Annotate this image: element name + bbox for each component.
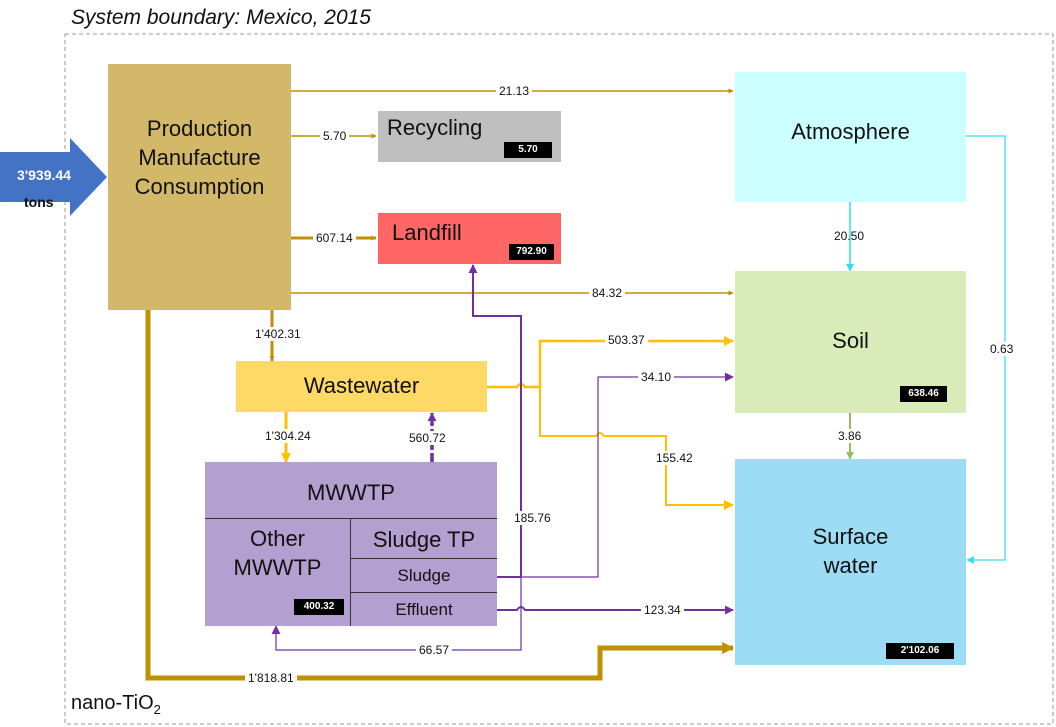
landfill-label: Landfill <box>392 220 462 245</box>
flow-sludge-landfill <box>468 264 522 578</box>
flow-label-wastewater-surface-water: 155.42 <box>653 451 696 465</box>
flow-label-mwwtp-wastewater: 560.72 <box>406 431 449 445</box>
sludge-label: Sludge <box>397 566 451 585</box>
sludge-tp-divider <box>351 558 497 559</box>
recycling-box: Recycling 5.70 <box>378 111 561 162</box>
other-mwwtp-label-1: Other <box>249 526 306 551</box>
soil-stock: 638.46 <box>900 386 947 402</box>
surface-water-label-2: water <box>823 553 878 578</box>
flow-label-prod-landfill: 607.14 <box>313 231 356 245</box>
input-unit: tons <box>24 194 54 210</box>
sludge-divider <box>351 592 497 593</box>
flow-label-sludge-soil: 34.10 <box>638 370 675 384</box>
soil-label: Soil <box>832 328 869 353</box>
flow-label-prod-atmosphere: 21.13 <box>496 84 533 98</box>
production-label-1: Production <box>146 116 253 141</box>
input-arrow-icon <box>0 138 107 216</box>
production-label-2: Manufacture <box>138 145 261 170</box>
flow-label-wastewater-mwwtp: 1'304.24 <box>262 429 314 443</box>
other-mwwtp-label-2: MWWTP <box>233 555 322 580</box>
soil-box: Soil 638.46 <box>735 271 966 413</box>
wastewater-box: Wastewater <box>236 361 487 412</box>
wastewater-label: Wastewater <box>303 373 420 398</box>
flow-label-wastewater-soil: 503.37 <box>605 333 648 347</box>
atmosphere-label: Atmosphere <box>791 119 910 144</box>
flow-label-effluent-surface-water: 123.34 <box>641 603 684 617</box>
mwwtp-stock: 400.32 <box>294 599 344 615</box>
material-base: nano-TiO <box>71 692 154 714</box>
mwwtp-vertical-divider <box>350 518 351 626</box>
flow-wastewater-surface-water <box>539 387 734 510</box>
mwwtp-box: MWWTP Other MWWTP 400.32 Sludge TP Sludg… <box>205 462 497 626</box>
surface-water-stock: 2'102.06 <box>886 643 954 659</box>
flow-sludge-other-mwwtp <box>271 577 522 651</box>
flow-wastewater-soil <box>487 336 734 389</box>
flow-label-prod-wastewater: 1'402.31 <box>252 327 304 341</box>
flow-label-sludge-landfill: 185.76 <box>511 511 554 525</box>
flow-label-prod-surface-water: 1'818.81 <box>245 671 297 685</box>
surface-water-box: Surface water 2'102.06 <box>735 459 966 665</box>
system-boundary-title: System boundary: Mexico, 2015 <box>71 6 371 29</box>
landfill-box: Landfill 792.90 <box>378 213 561 264</box>
flow-label-atmosphere-surface-water: 0.63 <box>987 342 1017 356</box>
flow-prod-surface-water <box>145 310 735 681</box>
recycling-label: Recycling <box>387 115 483 140</box>
flow-label-soil-surface-water: 3.86 <box>835 429 865 443</box>
recycling-stock: 5.70 <box>504 142 552 158</box>
flow-label-atmosphere-soil: 20.50 <box>834 229 865 243</box>
system-boundary <box>64 33 1054 725</box>
material-subscript: 2 <box>153 702 161 717</box>
effluent-label: Effluent <box>395 600 453 619</box>
landfill-stock: 792.90 <box>509 244 554 260</box>
production-box: Production Manufacture Consumption <box>108 64 291 310</box>
material-label: nano-TiO2 <box>71 692 161 717</box>
mwwtp-label: MWWTP <box>307 480 395 505</box>
atmosphere-box: Atmosphere <box>735 72 966 202</box>
input-value: 3'939.44 <box>17 167 71 183</box>
flow-sludge-soil <box>521 372 734 578</box>
flow-effluent-surface-water <box>497 605 734 615</box>
flow-label-prod-soil: 84.32 <box>589 286 626 300</box>
mwwtp-divider <box>205 518 497 519</box>
production-label-3: Consumption <box>134 174 265 199</box>
surface-water-label-1: Surface <box>812 524 889 549</box>
sludge-tp-label: Sludge TP <box>372 527 476 552</box>
flow-label-prod-recycling: 5.70 <box>320 129 350 143</box>
flow-label-sludge-other-mwwtp: 66.57 <box>416 643 453 657</box>
